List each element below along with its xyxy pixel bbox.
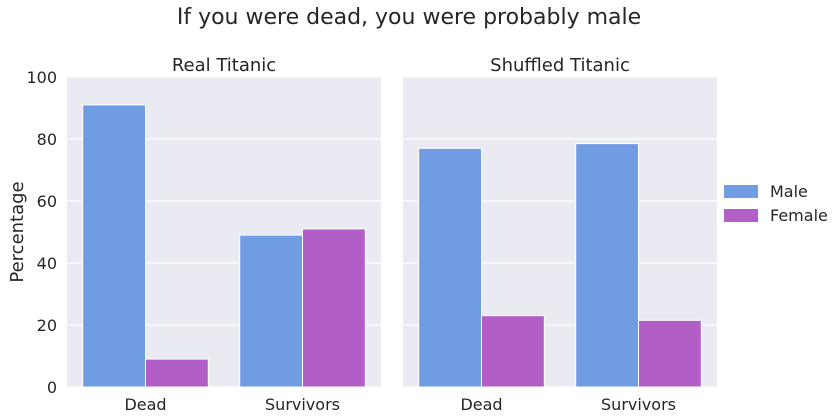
bar-male-survivors: [575, 143, 640, 388]
chart-panels: 0 20 40 60 80 100 Dead Survivors Real Titanic Per…: [7, 55, 717, 414]
y-tick-label: 60: [37, 192, 57, 211]
legend: Male Female: [724, 182, 828, 225]
bar-female-survivors: [302, 228, 366, 388]
y-tick-label: 40: [37, 254, 57, 273]
x-tick-label: Dead: [124, 395, 166, 414]
bar-male-dead: [418, 147, 483, 388]
legend-swatch: [724, 209, 758, 222]
panel-1: Dead Survivors Shuffled Titanic: [403, 55, 717, 414]
legend-label: Male: [770, 182, 808, 201]
y-tick-label: 20: [37, 316, 57, 335]
x-tick-label: Survivors: [265, 395, 340, 414]
bar-female-dead: [145, 358, 209, 388]
panel-0: 0 20 40 60 80 100 Dead Survivors Real Titanic Per…: [7, 55, 381, 414]
bar-female-survivors: [638, 319, 702, 388]
legend-entry-male: Male: [724, 182, 808, 201]
bar-male-dead: [82, 104, 146, 388]
x-tick-label: Survivors: [601, 395, 676, 414]
legend-label: Female: [770, 206, 828, 225]
legend-swatch: [724, 185, 758, 198]
y-axis-label: Percentage: [7, 181, 28, 282]
y-tick-label: 80: [37, 130, 57, 149]
y-tick-label: 0: [47, 378, 57, 397]
bar-male-survivors: [239, 234, 303, 388]
panel-title: Shuffled Titanic: [490, 55, 630, 76]
panel-title: Real Titanic: [172, 55, 276, 76]
bar-female-dead: [481, 315, 545, 388]
legend-entry-female: Female: [724, 206, 828, 225]
chart-suptitle: If you were dead, you were probably male: [177, 5, 641, 30]
y-tick-label: 100: [26, 68, 57, 87]
x-tick-label: Dead: [460, 395, 502, 414]
